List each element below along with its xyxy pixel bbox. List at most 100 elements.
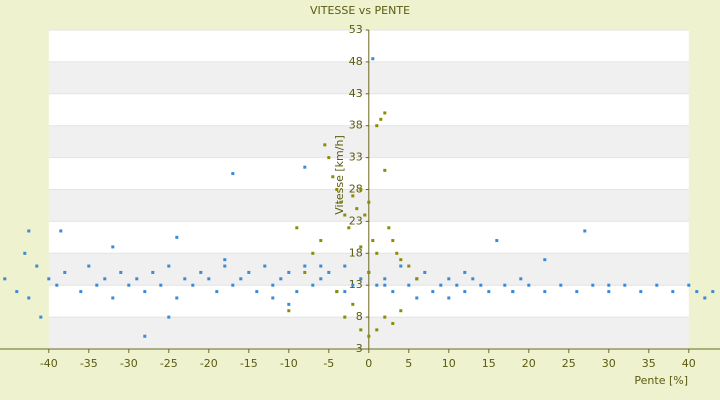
point — [199, 270, 203, 274]
point — [207, 277, 211, 281]
x-tick-label: 20 — [522, 357, 536, 370]
point — [519, 277, 523, 281]
point — [383, 315, 387, 319]
point — [343, 264, 347, 268]
point — [383, 283, 387, 287]
point — [223, 264, 227, 268]
y-tick-label: 53 — [349, 23, 363, 36]
point — [183, 277, 187, 281]
point — [591, 283, 595, 287]
point — [607, 290, 611, 294]
point — [311, 283, 315, 287]
point — [407, 283, 411, 287]
x-tick-label: -25 — [160, 357, 178, 370]
point — [375, 283, 379, 287]
x-tick-label: -20 — [200, 357, 218, 370]
point — [55, 283, 59, 287]
point — [359, 328, 363, 332]
point — [439, 283, 443, 287]
x-tick-label: 25 — [562, 357, 576, 370]
point — [59, 229, 63, 233]
point — [607, 283, 611, 287]
point — [231, 283, 235, 287]
x-tick-label: 0 — [365, 357, 372, 370]
point — [287, 309, 291, 313]
point — [431, 290, 435, 294]
point — [583, 229, 587, 233]
point — [303, 165, 307, 169]
point — [543, 258, 547, 262]
point — [471, 277, 475, 281]
point — [359, 277, 363, 281]
point — [319, 264, 323, 268]
y-tick-label: 18 — [349, 246, 363, 259]
point — [295, 226, 299, 230]
point — [111, 296, 115, 300]
point — [487, 290, 491, 294]
chart-title: VITESSE vs PENTE — [310, 4, 410, 17]
point — [447, 296, 451, 300]
y-tick-label: 48 — [349, 55, 363, 68]
point — [367, 200, 371, 204]
point — [639, 290, 643, 294]
point — [479, 283, 483, 287]
x-tick-label: -40 — [40, 357, 58, 370]
x-tick-label: -5 — [323, 357, 334, 370]
point — [355, 207, 359, 211]
point — [215, 290, 219, 294]
point — [339, 200, 343, 204]
point — [399, 258, 403, 262]
y-tick-label: 13 — [349, 278, 363, 291]
y-tick-label: 28 — [349, 183, 363, 196]
point — [35, 264, 39, 268]
point — [319, 277, 323, 281]
point — [455, 283, 459, 287]
point — [351, 302, 355, 306]
point — [271, 296, 275, 300]
x-tick-label: -30 — [120, 357, 138, 370]
point — [3, 277, 7, 281]
point — [415, 296, 419, 300]
point — [15, 290, 19, 294]
y-tick-label: 38 — [349, 119, 363, 132]
point — [95, 283, 99, 287]
point — [191, 283, 195, 287]
point — [359, 188, 363, 191]
x-tick-label: 30 — [602, 357, 616, 370]
point — [323, 143, 327, 147]
point — [343, 213, 347, 217]
point — [527, 283, 531, 287]
point — [335, 188, 339, 191]
point — [143, 334, 147, 338]
point — [367, 270, 371, 274]
point — [463, 270, 467, 274]
point — [383, 168, 387, 172]
point — [711, 290, 715, 294]
x-tick-label: -15 — [240, 357, 258, 370]
point — [287, 270, 291, 274]
point — [671, 290, 675, 294]
point — [239, 277, 243, 281]
point — [407, 264, 411, 268]
point — [343, 315, 347, 319]
point — [399, 264, 403, 268]
x-axis-label: Pente [%] — [634, 374, 688, 387]
point — [415, 277, 419, 281]
point — [359, 245, 363, 249]
point — [351, 194, 355, 198]
point — [391, 239, 395, 243]
x-tick-label: 15 — [482, 357, 496, 370]
point — [27, 229, 31, 233]
point — [375, 124, 379, 128]
point — [447, 277, 451, 281]
point — [391, 290, 395, 294]
point — [383, 277, 387, 281]
y-axis-label: Vitesse [km/h] — [333, 135, 346, 215]
point — [247, 270, 251, 274]
point — [395, 251, 399, 255]
point — [495, 239, 499, 243]
point — [463, 290, 467, 294]
point — [127, 283, 131, 287]
x-tick-label: 35 — [642, 357, 656, 370]
